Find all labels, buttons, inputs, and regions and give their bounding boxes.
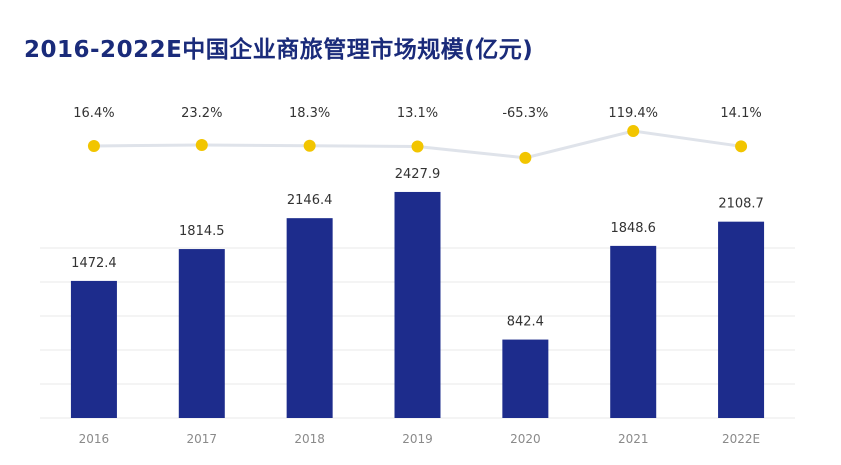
growth-marker-2022E bbox=[735, 140, 748, 153]
x-tick-2021: 2021 bbox=[618, 432, 649, 446]
growth-label-2020: -65.3% bbox=[502, 106, 548, 121]
growth-label-2019: 13.1% bbox=[397, 106, 438, 121]
bar-2019 bbox=[394, 191, 441, 418]
growth-label-2018: 18.3% bbox=[289, 106, 330, 121]
bar-value-label-2017: 1814.5 bbox=[179, 224, 225, 239]
x-tick-2020: 2020 bbox=[510, 432, 541, 446]
growth-label-2022E: 14.1% bbox=[720, 106, 761, 121]
bar-value-label-2016: 1472.4 bbox=[71, 256, 117, 271]
x-tick-2018: 2018 bbox=[294, 432, 325, 446]
bar-value-label-2019: 2427.9 bbox=[395, 167, 441, 182]
growth-marker-2017 bbox=[195, 138, 208, 151]
bar-2021 bbox=[610, 245, 657, 418]
bar-value-label-2018: 2146.4 bbox=[287, 193, 333, 208]
chart-title: 2016-2022E中国企业商旅管理市场规模(亿元) bbox=[24, 37, 534, 63]
growth-marker-2021 bbox=[627, 124, 640, 137]
bar-value-label-2021: 1848.6 bbox=[610, 221, 656, 236]
bar-2016 bbox=[70, 280, 117, 418]
bar-2020 bbox=[502, 339, 549, 418]
x-tick-2017: 2017 bbox=[187, 432, 218, 446]
x-axis-ticks: 2016 2017 2018 2019 2020 2021 2022E bbox=[79, 432, 760, 446]
growth-marker-2016 bbox=[87, 139, 100, 152]
growth-marker-2020 bbox=[519, 151, 532, 164]
growth-marker-2018 bbox=[303, 139, 316, 152]
bar-value-label-2020: 842.4 bbox=[507, 315, 544, 330]
growth-marker-2019 bbox=[411, 140, 424, 153]
growth-label-2017: 23.2% bbox=[181, 106, 222, 121]
bar-2018 bbox=[286, 218, 333, 418]
growth-line-series: 16.4% 23.2% 18.3% 13.1% -65.3% 119.4% 14.1% bbox=[73, 106, 762, 164]
x-tick-2019: 2019 bbox=[402, 432, 433, 446]
bar-series: 1472.4 1814.5 2146.4 2427.9 842.4 1848.6 2108.… bbox=[70, 167, 765, 418]
growth-label-2021: 119.4% bbox=[608, 106, 658, 121]
growth-label-2016: 16.4% bbox=[73, 106, 114, 121]
bar-2017 bbox=[178, 249, 225, 418]
x-tick-2022E: 2022E bbox=[722, 432, 760, 446]
x-tick-2016: 2016 bbox=[79, 432, 110, 446]
bar-value-label-2022E: 2108.7 bbox=[718, 197, 764, 212]
bar-2022E bbox=[718, 221, 765, 418]
